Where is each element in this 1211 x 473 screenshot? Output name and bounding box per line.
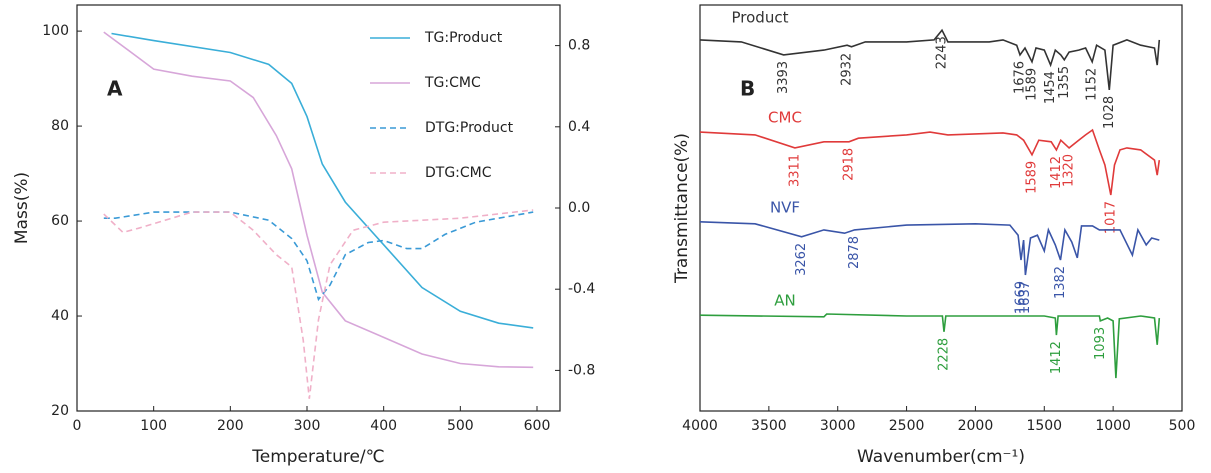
y2-tick-label: -0.8: [568, 362, 595, 378]
series-name: CMC: [768, 109, 802, 127]
peak-label: 1589: [1025, 68, 1040, 101]
peak-label: 1093: [1093, 327, 1108, 360]
y2-tick-label: 0.4: [568, 119, 590, 135]
peak-label: 3393: [776, 61, 791, 94]
x-tick-label: 500: [1169, 418, 1196, 434]
x-tick-label: 600: [524, 418, 551, 434]
x-axis-label: Wavenumber(cm⁻¹): [857, 447, 1025, 467]
legend-label: TG:CMC: [424, 75, 481, 91]
x-tick-label: 300: [294, 418, 321, 434]
series-line: [699, 221, 1160, 276]
series-line: [103, 209, 534, 399]
peak-label: 2243: [934, 36, 949, 69]
peak-label: 1028: [1102, 96, 1117, 129]
x-tick-label: 400: [370, 418, 397, 434]
peak-label: 2878: [847, 236, 862, 269]
x-tick-label: 3500: [751, 418, 787, 434]
peak-label: 1355: [1057, 66, 1072, 99]
series-name: AN: [774, 292, 795, 310]
plot-frame: [699, 4, 1183, 412]
x-tick-label: 200: [217, 418, 244, 434]
peak-label: 3311: [787, 154, 802, 187]
legend-label: TG:Product: [424, 30, 503, 46]
series-line: [103, 211, 534, 302]
y-tick-label: 80: [51, 118, 69, 134]
series-line: [699, 128, 1161, 196]
series-name: Product: [732, 8, 789, 26]
peak-label: 1637: [1018, 281, 1033, 314]
y2-tick-label: -0.4: [568, 281, 595, 297]
peak-label: 1017: [1103, 201, 1118, 234]
peak-label: 1382: [1053, 266, 1068, 299]
x-tick-label: 2500: [889, 418, 925, 434]
peak-label: 1152: [1085, 68, 1100, 101]
peak-label: 2228: [937, 338, 952, 371]
legend-label: DTG:Product: [425, 120, 514, 136]
peak-label: 1669: [1014, 281, 1029, 314]
peak-label: 1589: [1025, 161, 1040, 194]
peak-label: 2932: [840, 53, 855, 86]
x-axis-label: Temperature/℃: [251, 447, 385, 467]
y-tick-label: 60: [51, 213, 69, 229]
series-line: [103, 31, 534, 369]
series-name: NVF: [770, 198, 800, 216]
peak-label: 2918: [842, 148, 857, 181]
series-line: [699, 28, 1161, 90]
x-tick-label: 3000: [820, 418, 856, 434]
series-line: [699, 313, 1161, 379]
peak-label: 1320: [1062, 154, 1077, 187]
panel-label: A: [107, 77, 123, 101]
peak-label: 1454: [1043, 71, 1058, 104]
y-tick-label: 100: [42, 23, 69, 39]
peak-label: 3262: [794, 243, 809, 276]
x-tick-label: 4000: [682, 418, 718, 434]
x-tick-label: 1500: [1026, 418, 1062, 434]
panel-label: B: [740, 77, 755, 101]
x-tick-label: 1000: [1095, 418, 1131, 434]
peak-label: 1676: [1013, 61, 1028, 94]
y2-tick-label: 0.0: [568, 200, 590, 216]
y-tick-label: 20: [51, 403, 69, 419]
y-axis-label: Mass(%): [12, 172, 32, 244]
peak-label: 1412: [1049, 341, 1064, 374]
x-tick-label: 500: [447, 418, 474, 434]
x-tick-label: 100: [140, 418, 167, 434]
x-tick-label: 0: [73, 418, 82, 434]
y-axis-label: Transmittance(%): [672, 133, 692, 284]
x-tick-label: 2000: [958, 418, 994, 434]
y-tick-label: 40: [51, 308, 69, 324]
legend-label: DTG:CMC: [425, 165, 492, 181]
y2-tick-label: 0.8: [568, 38, 590, 54]
series-line: [111, 32, 534, 329]
peak-label: 1412: [1049, 156, 1064, 189]
